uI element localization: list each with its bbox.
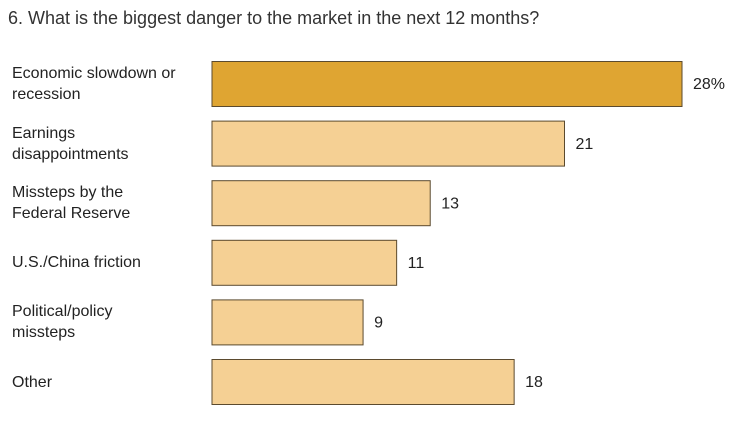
bar [211,61,683,107]
value-label: 21 [576,136,594,153]
category-label: Earnings disappointments [12,124,129,163]
category-label: U.S./China friction [12,254,141,272]
value-label: 13 [441,195,459,212]
bar [211,299,364,346]
value-label: 28% [693,76,725,93]
category-label: Economic slowdown or recession [12,65,176,103]
category-label: Other [12,373,53,391]
value-label: 18 [525,374,543,391]
bar [211,359,515,405]
category-label: Political/policy missteps [12,303,113,342]
bar [211,120,565,167]
bar [211,180,431,227]
value-label: 9 [374,315,383,332]
chart-title: 6. What is the biggest danger to the mar… [8,8,540,28]
bar [211,239,398,286]
category-label: Missteps by the Federal Reserve [12,184,131,223]
value-label: 11 [408,255,425,272]
